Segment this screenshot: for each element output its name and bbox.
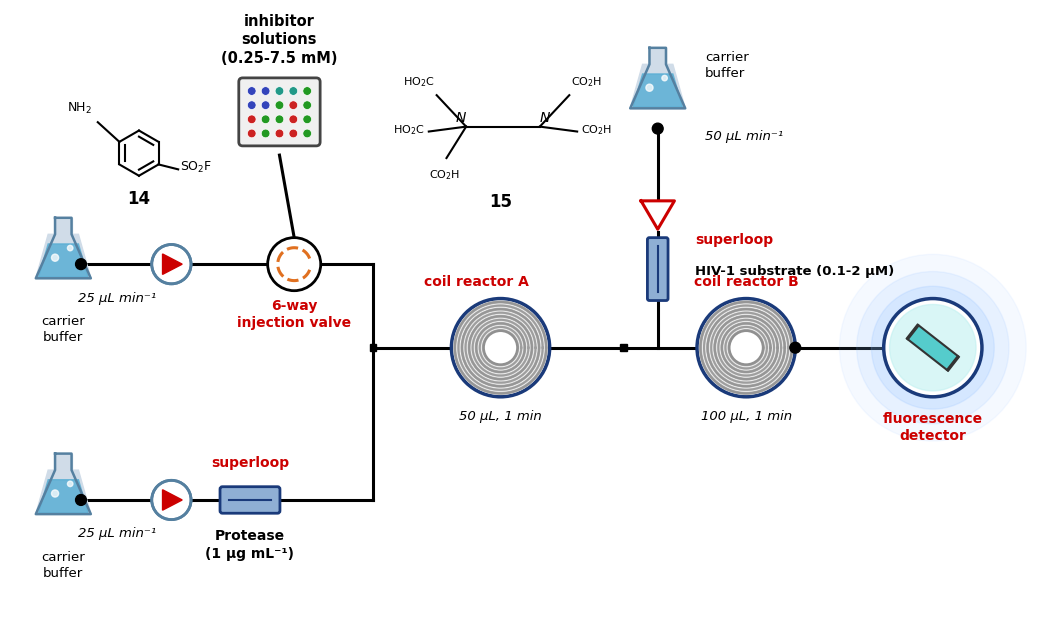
- Circle shape: [790, 342, 800, 353]
- Circle shape: [68, 481, 73, 487]
- Circle shape: [247, 115, 257, 124]
- Circle shape: [652, 123, 664, 134]
- Text: carrier
buffer: carrier buffer: [41, 551, 85, 580]
- Circle shape: [276, 101, 284, 110]
- Text: carrier
buffer: carrier buffer: [41, 315, 85, 344]
- Polygon shape: [641, 201, 674, 230]
- FancyBboxPatch shape: [220, 487, 280, 514]
- Polygon shape: [907, 325, 958, 370]
- Text: HIV-1 substrate (0.1-2 μM): HIV-1 substrate (0.1-2 μM): [695, 264, 895, 278]
- Polygon shape: [36, 470, 91, 514]
- Polygon shape: [36, 235, 91, 278]
- Text: carrier
buffer: carrier buffer: [705, 51, 748, 81]
- Text: 50 μL, 1 min: 50 μL, 1 min: [459, 410, 542, 423]
- Polygon shape: [55, 218, 72, 235]
- Text: fluorescence
detector: fluorescence detector: [883, 411, 983, 443]
- Circle shape: [261, 101, 270, 110]
- Circle shape: [75, 259, 87, 269]
- Text: 15: 15: [489, 193, 512, 211]
- Circle shape: [276, 87, 284, 95]
- Circle shape: [247, 87, 257, 95]
- Circle shape: [289, 101, 298, 110]
- Text: 100 μL, 1 min: 100 μL, 1 min: [701, 410, 792, 423]
- Text: CO$_2$H: CO$_2$H: [429, 168, 460, 182]
- Polygon shape: [650, 48, 666, 64]
- Polygon shape: [38, 244, 88, 277]
- Polygon shape: [162, 489, 182, 510]
- Circle shape: [871, 287, 994, 409]
- Bar: [620, 344, 626, 351]
- Circle shape: [276, 129, 284, 138]
- Text: HO$_2$C: HO$_2$C: [403, 75, 435, 89]
- Polygon shape: [38, 480, 88, 513]
- Text: CO$_2$H: CO$_2$H: [581, 124, 613, 138]
- Text: 50 μL min⁻¹: 50 μL min⁻¹: [705, 130, 783, 143]
- Circle shape: [247, 101, 257, 110]
- Bar: [370, 344, 376, 351]
- Circle shape: [661, 75, 668, 81]
- Circle shape: [52, 254, 58, 261]
- Circle shape: [452, 299, 550, 397]
- Text: 25 μL min⁻¹: 25 μL min⁻¹: [78, 292, 157, 305]
- Text: 6-way
injection valve: 6-way injection valve: [237, 299, 351, 330]
- Circle shape: [68, 245, 73, 251]
- Polygon shape: [162, 254, 182, 275]
- Circle shape: [289, 115, 298, 124]
- Circle shape: [889, 304, 976, 391]
- Circle shape: [884, 299, 982, 397]
- Circle shape: [303, 129, 312, 138]
- Circle shape: [261, 87, 270, 95]
- Text: CO$_2$H: CO$_2$H: [571, 75, 602, 89]
- Text: 14: 14: [127, 190, 151, 209]
- Polygon shape: [55, 453, 72, 470]
- Circle shape: [303, 101, 312, 110]
- Text: coil reactor B: coil reactor B: [694, 275, 798, 288]
- Text: HO$_2$C: HO$_2$C: [393, 124, 425, 138]
- Text: coil reactor A: coil reactor A: [424, 275, 528, 288]
- Text: NH$_2$: NH$_2$: [67, 101, 92, 116]
- Text: Protease
(1 μg mL⁻¹): Protease (1 μg mL⁻¹): [206, 529, 295, 560]
- Circle shape: [247, 129, 257, 138]
- Circle shape: [75, 495, 87, 505]
- Text: superloop: superloop: [695, 233, 773, 247]
- Text: N: N: [456, 111, 466, 125]
- Circle shape: [289, 87, 298, 95]
- Circle shape: [152, 245, 191, 284]
- Circle shape: [276, 115, 284, 124]
- Text: inhibitor
solutions
(0.25-7.5 mM): inhibitor solutions (0.25-7.5 mM): [222, 13, 338, 66]
- Text: 25 μL min⁻¹: 25 μL min⁻¹: [78, 527, 157, 540]
- Circle shape: [303, 87, 312, 95]
- Circle shape: [729, 331, 763, 365]
- Circle shape: [289, 129, 298, 138]
- FancyBboxPatch shape: [238, 78, 320, 146]
- Circle shape: [261, 129, 270, 138]
- Circle shape: [483, 331, 517, 365]
- Text: superloop: superloop: [211, 456, 289, 470]
- Circle shape: [303, 115, 312, 124]
- Text: N: N: [540, 111, 550, 125]
- Circle shape: [856, 271, 1009, 424]
- FancyBboxPatch shape: [648, 238, 668, 301]
- Text: SO$_2$F: SO$_2$F: [180, 160, 212, 175]
- Circle shape: [52, 490, 58, 497]
- Circle shape: [152, 481, 191, 520]
- Circle shape: [840, 254, 1026, 441]
- Circle shape: [646, 84, 653, 91]
- Circle shape: [261, 115, 270, 124]
- Circle shape: [697, 299, 795, 397]
- Polygon shape: [631, 64, 685, 108]
- Circle shape: [268, 238, 321, 291]
- Polygon shape: [633, 74, 683, 107]
